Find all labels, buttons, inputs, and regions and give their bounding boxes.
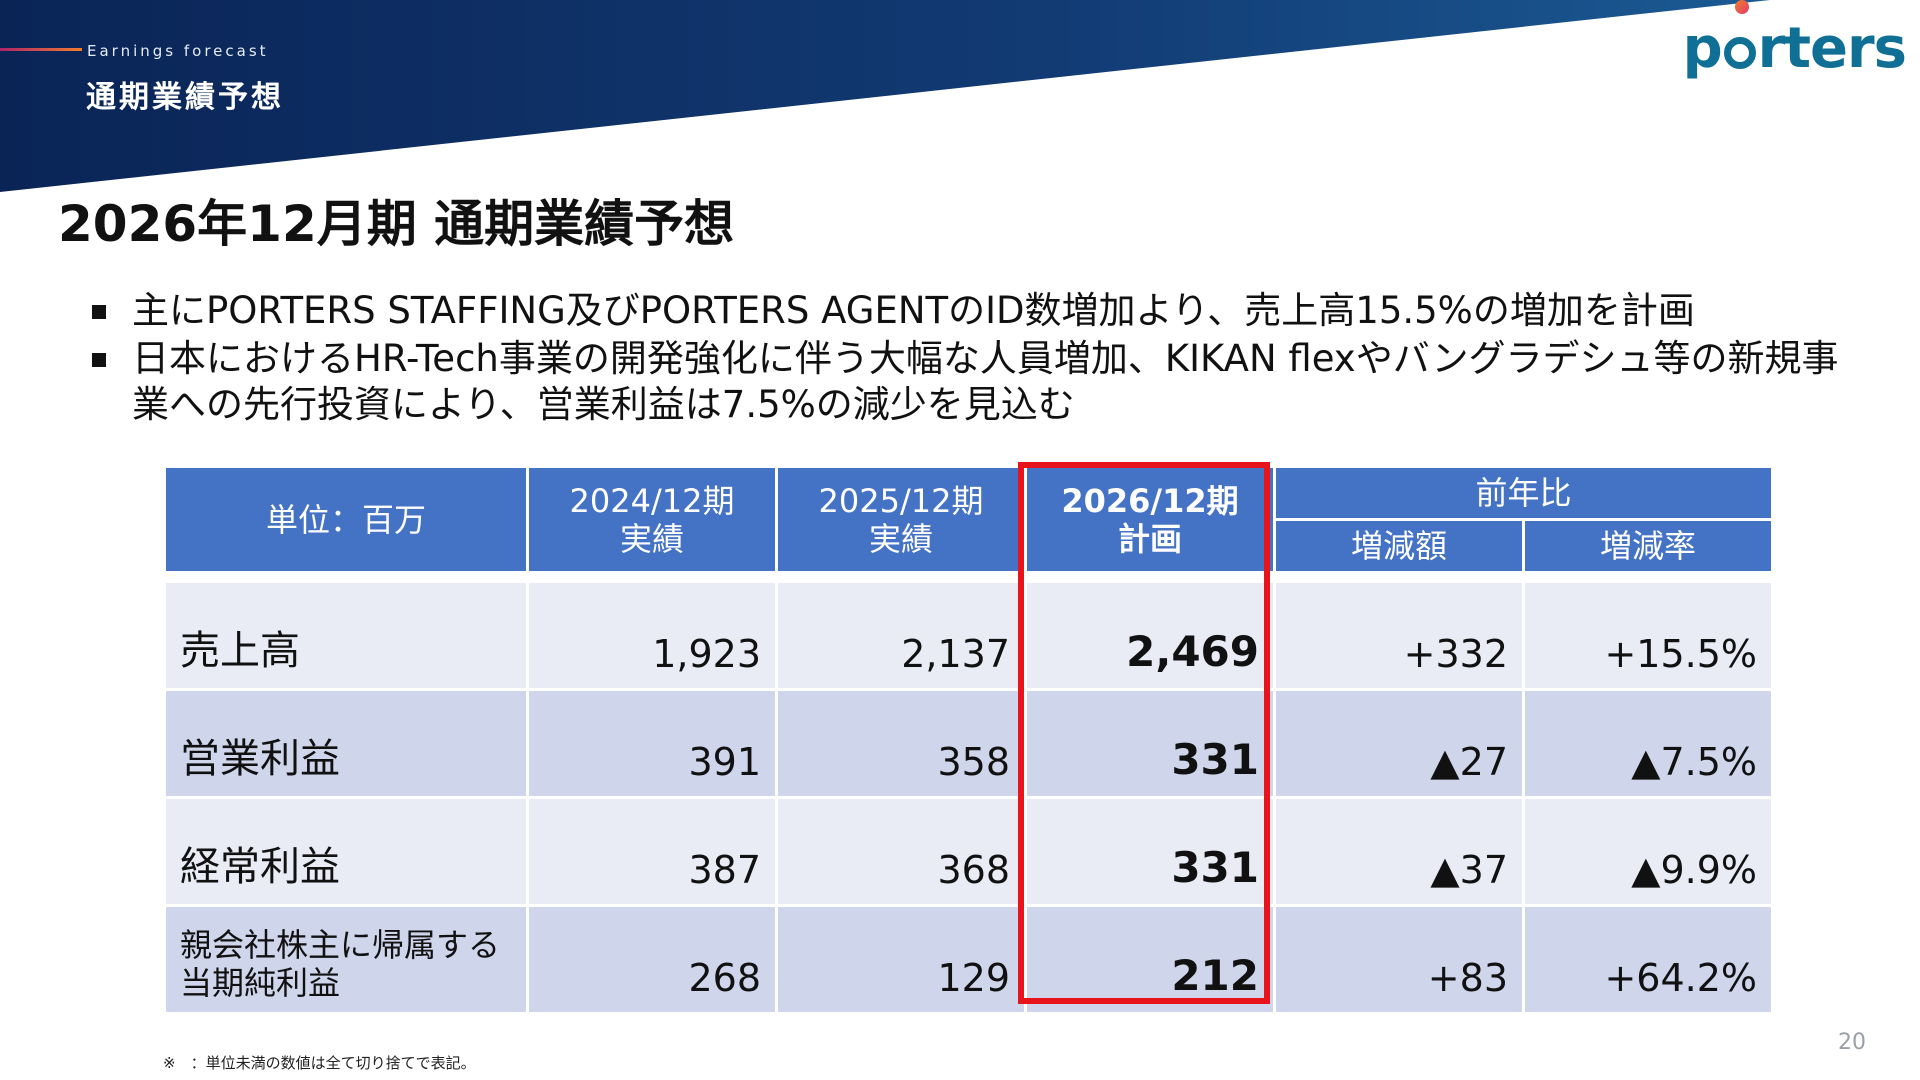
porters-logo: p rters (1683, 0, 1907, 84)
cell-2025: 368 (778, 799, 1024, 904)
table-row: 売上高 1,923 2,137 2,469 +332 +15.5% (166, 583, 1772, 688)
cell-2025: 358 (778, 691, 1024, 796)
col-2025-header: 2025/12期 実績 (778, 468, 1024, 571)
cell-change: +332 (1276, 583, 1522, 688)
cell-change: ▲27 (1276, 691, 1522, 796)
yoy-rate-header: 増減率 (1525, 521, 1772, 571)
earnings-forecast-table: 単位：百万 2024/12期 実績 2025/12期 実績 2026/12期 計画 前… (163, 465, 1774, 1015)
accent-line (0, 48, 82, 51)
page-title: 2026年12月期 通期業績予想 (58, 195, 735, 253)
row-label: 経常利益 (166, 799, 526, 904)
bullet-item: 日本におけるHR-Tech事業の開発強化に伴う大幅な人員増加、KIKAN fle… (92, 336, 1872, 428)
cell-2026: 212 (1027, 907, 1273, 1012)
cell-rate: +64.2% (1525, 907, 1772, 1012)
footnote: ※ ：単位未満の数値は全て切り捨てで表記。 (163, 1054, 476, 1072)
bullet-text: 主にPORTERS STAFFING及びPORTERS AGENTのID数増加よ… (132, 289, 1695, 332)
unit-header: 単位：百万 (166, 468, 526, 571)
square-bullet-icon (92, 353, 106, 367)
cell-2026: 331 (1027, 691, 1273, 796)
yoy-header: 前年比 (1276, 468, 1772, 518)
table-row: 経常利益 387 368 331 ▲37 ▲9.9% (166, 799, 1772, 904)
row-label: 営業利益 (166, 691, 526, 796)
bullet-list: 主にPORTERS STAFFING及びPORTERS AGENTのID数増加よ… (92, 288, 1872, 430)
cell-2024: 387 (529, 799, 775, 904)
col-2024-header: 2024/12期 実績 (529, 468, 775, 571)
row-label: 売上高 (166, 583, 526, 688)
table-row: 営業利益 391 358 331 ▲27 ▲7.5% (166, 691, 1772, 796)
bullet-item: 主にPORTERS STAFFING及びPORTERS AGENTのID数増加よ… (92, 288, 1872, 334)
cell-change: +83 (1276, 907, 1522, 1012)
cell-rate: +15.5% (1525, 583, 1772, 688)
cell-2025: 129 (778, 907, 1024, 1012)
cell-2026: 331 (1027, 799, 1273, 904)
section-title: 通期業績予想 (86, 80, 284, 115)
row-label: 親会社株主に帰属する 当期純利益 (166, 907, 526, 1012)
cell-2024: 1,923 (529, 583, 775, 688)
table-row: 親会社株主に帰属する 当期純利益 268 129 212 +83 +64.2% (166, 907, 1772, 1012)
header-banner (0, 0, 1770, 192)
cell-2026: 2,469 (1027, 583, 1273, 688)
page-number: 20 (1838, 1030, 1866, 1055)
cell-rate: ▲7.5% (1525, 691, 1772, 796)
bullet-text: 日本におけるHR-Tech事業の開発強化に伴う大幅な人員増加、KIKAN fle… (132, 337, 1839, 426)
col-2026-header: 2026/12期 計画 (1027, 468, 1273, 571)
yoy-change-header: 増減額 (1276, 521, 1522, 571)
cell-rate: ▲9.9% (1525, 799, 1772, 904)
cell-2024: 391 (529, 691, 775, 796)
cell-change: ▲37 (1276, 799, 1522, 904)
cell-2024: 268 (529, 907, 775, 1012)
square-bullet-icon (92, 305, 106, 319)
cell-2025: 2,137 (778, 583, 1024, 688)
section-label: Earnings forecast (87, 42, 269, 60)
